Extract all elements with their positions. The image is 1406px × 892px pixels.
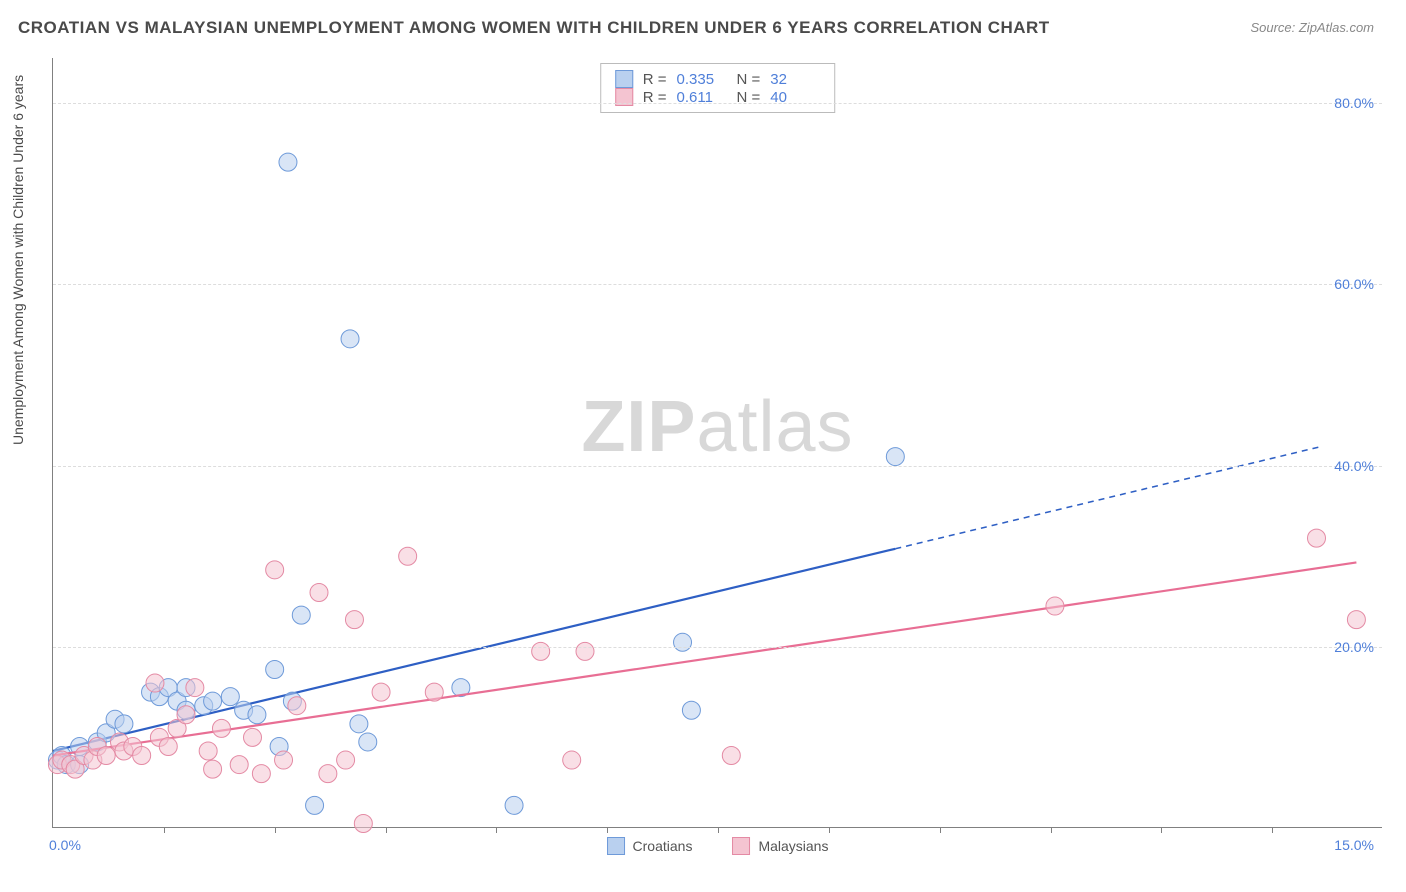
legend-swatch — [607, 837, 625, 855]
gridline-horizontal — [53, 103, 1382, 104]
data-point-malaysians — [244, 728, 262, 746]
data-point-croatians — [221, 688, 239, 706]
bottom-legend-item: Malaysians — [732, 837, 828, 855]
gridline-horizontal — [53, 647, 1382, 648]
n-label: N = — [737, 71, 761, 88]
data-point-malaysians — [186, 679, 204, 697]
data-point-malaysians — [212, 719, 230, 737]
r-value: 0.335 — [677, 71, 727, 88]
chart-svg — [53, 58, 1382, 827]
r-label: R = — [643, 71, 667, 88]
stats-legend-row: R = 0.335 N = 32 — [615, 70, 821, 88]
trend-line-dashed-croatians — [895, 447, 1321, 549]
x-axis-left-label: 0.0% — [49, 837, 81, 853]
trend-line-malaysians — [53, 562, 1356, 755]
data-point-croatians — [674, 633, 692, 651]
x-tick — [829, 827, 830, 833]
x-tick — [1051, 827, 1052, 833]
data-point-malaysians — [310, 583, 328, 601]
bottom-legend-item: Croatians — [607, 837, 693, 855]
data-point-malaysians — [576, 642, 594, 660]
data-point-malaysians — [159, 737, 177, 755]
data-point-croatians — [341, 330, 359, 348]
y-tick-label: 20.0% — [1334, 639, 1374, 655]
n-value: 32 — [770, 71, 820, 88]
data-point-croatians — [505, 796, 523, 814]
chart-title: CROATIAN VS MALAYSIAN UNEMPLOYMENT AMONG… — [18, 18, 1050, 38]
y-tick-label: 60.0% — [1334, 276, 1374, 292]
data-point-malaysians — [275, 751, 293, 769]
x-tick — [1272, 827, 1273, 833]
data-point-croatians — [279, 153, 297, 171]
x-tick — [607, 827, 608, 833]
data-point-malaysians — [266, 561, 284, 579]
x-tick — [164, 827, 165, 833]
data-point-malaysians — [1347, 611, 1365, 629]
x-tick — [386, 827, 387, 833]
data-point-malaysians — [354, 814, 372, 832]
data-point-croatians — [292, 606, 310, 624]
data-point-malaysians — [319, 765, 337, 783]
y-tick-label: 80.0% — [1334, 95, 1374, 111]
legend-label: Malaysians — [758, 838, 828, 854]
x-tick — [718, 827, 719, 833]
data-point-croatians — [204, 692, 222, 710]
data-point-croatians — [266, 660, 284, 678]
data-point-malaysians — [252, 765, 270, 783]
x-tick — [275, 827, 276, 833]
data-point-malaysians — [399, 547, 417, 565]
data-point-malaysians — [133, 747, 151, 765]
data-point-malaysians — [204, 760, 222, 778]
source-label: Source: ZipAtlas.com — [1250, 20, 1374, 35]
gridline-horizontal — [53, 284, 1382, 285]
y-axis-label: Unemployment Among Women with Children U… — [10, 75, 26, 445]
x-tick — [496, 827, 497, 833]
data-point-malaysians — [288, 697, 306, 715]
data-point-malaysians — [563, 751, 581, 769]
data-point-malaysians — [97, 747, 115, 765]
legend-swatch — [732, 837, 750, 855]
data-point-croatians — [248, 706, 266, 724]
legend-label: Croatians — [633, 838, 693, 854]
gridline-horizontal — [53, 466, 1382, 467]
stats-legend-box: R =0.335N =32R =0.611N =40 — [600, 63, 836, 113]
data-point-malaysians — [345, 611, 363, 629]
x-axis-right-label: 15.0% — [1334, 837, 1374, 853]
data-point-croatians — [306, 796, 324, 814]
data-point-malaysians — [372, 683, 390, 701]
data-point-malaysians — [146, 674, 164, 692]
data-point-croatians — [886, 448, 904, 466]
data-point-malaysians — [199, 742, 217, 760]
data-point-malaysians — [177, 706, 195, 724]
legend-swatch — [615, 70, 633, 88]
data-point-croatians — [350, 715, 368, 733]
x-tick — [940, 827, 941, 833]
data-point-malaysians — [337, 751, 355, 769]
data-point-malaysians — [230, 756, 248, 774]
data-point-croatians — [682, 701, 700, 719]
data-point-malaysians — [722, 747, 740, 765]
x-tick — [1161, 827, 1162, 833]
plot-area: ZIPatlas R =0.335N =32R =0.611N =40 Croa… — [52, 58, 1382, 828]
y-tick-label: 40.0% — [1334, 458, 1374, 474]
data-point-croatians — [115, 715, 133, 733]
data-point-malaysians — [1046, 597, 1064, 615]
data-point-croatians — [359, 733, 377, 751]
data-point-malaysians — [1308, 529, 1326, 547]
data-point-malaysians — [425, 683, 443, 701]
data-point-malaysians — [532, 642, 550, 660]
bottom-legend: Croatians Malaysians — [607, 837, 829, 855]
